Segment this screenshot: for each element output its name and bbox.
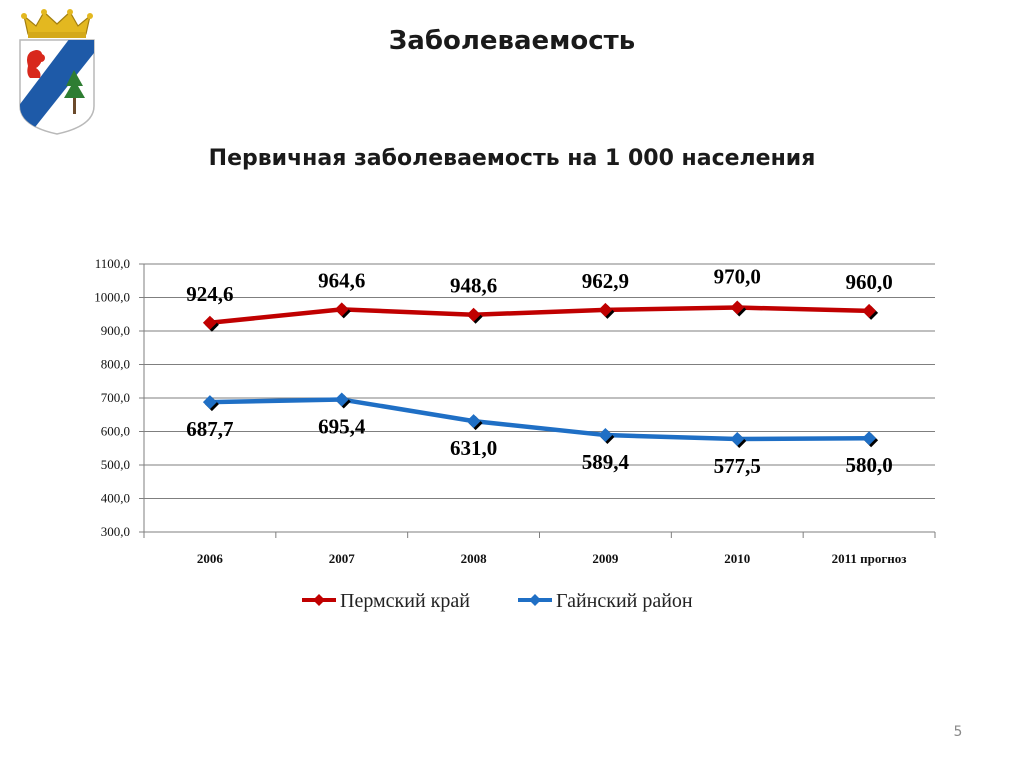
data-point <box>334 302 349 317</box>
data-point <box>202 395 217 410</box>
data-label: 577,5 <box>714 454 761 478</box>
squirrel-icon <box>27 50 45 78</box>
x-tick-label: 2009 <box>592 551 619 566</box>
y-tick-label: 1000,0 <box>94 290 130 305</box>
data-label: 924,6 <box>186 282 233 306</box>
x-axis-ticks: 2006 2007 2008 2009 2010 2011 прогноз <box>197 551 907 566</box>
y-tick-label: 1100,0 <box>95 256 130 271</box>
data-point <box>862 303 877 318</box>
data-label: 687,7 <box>186 417 233 441</box>
data-label: 970,0 <box>714 265 761 289</box>
x-tick-label: 2007 <box>329 551 356 566</box>
data-label: 960,0 <box>845 270 892 294</box>
legend: Пермский край Гайнский район <box>302 590 693 612</box>
data-point <box>466 414 481 429</box>
data-point <box>598 428 613 443</box>
coat-of-arms <box>19 9 95 135</box>
data-label: 962,9 <box>582 269 629 293</box>
legend-label: Гайнский район <box>556 590 693 612</box>
y-axis-ticks: 300,0 400,0 500,0 600,0 700,0 800,0 900,0 1000,… <box>94 256 130 539</box>
grid <box>139 263 936 538</box>
pine-tree-icon <box>64 70 85 114</box>
x-tick-label: 2011 прогноз <box>832 551 907 566</box>
legend-marker <box>313 594 325 606</box>
crown-icon <box>21 9 93 38</box>
data-point <box>202 315 217 330</box>
y-tick-label: 600,0 <box>101 424 130 439</box>
data-point <box>862 431 877 446</box>
y-tick-label: 300,0 <box>101 524 130 539</box>
page-number: 5 <box>953 724 963 740</box>
y-tick-label: 900,0 <box>101 323 130 338</box>
y-tick-label: 800,0 <box>101 357 130 372</box>
data-label: 964,6 <box>318 268 365 292</box>
series <box>202 300 879 449</box>
data-label: 695,4 <box>318 415 366 439</box>
x-tick-label: 2008 <box>461 551 488 566</box>
data-label: 631,0 <box>450 436 497 460</box>
y-tick-label: 500,0 <box>101 457 130 472</box>
x-tick-label: 2010 <box>724 551 750 566</box>
data-labels: 924,6 964,6 948,6 962,9 970,0 960,0 687,7 695,4… <box>186 265 892 478</box>
data-point <box>730 300 745 315</box>
chart-title: Первичная заболеваемость на 1 000 населе… <box>208 146 816 171</box>
data-label: 948,6 <box>450 274 497 298</box>
data-point <box>730 432 745 447</box>
data-label: 589,4 <box>582 450 630 474</box>
data-point <box>598 302 613 317</box>
data-point <box>466 307 481 322</box>
slide-title: Заболеваемость <box>388 26 636 56</box>
y-tick-label: 400,0 <box>101 491 130 506</box>
data-label: 580,0 <box>845 453 892 477</box>
y-tick-label: 700,0 <box>101 390 130 405</box>
x-tick-label: 2006 <box>197 551 224 566</box>
series-line-1 <box>209 305 870 325</box>
legend-marker <box>529 594 541 606</box>
data-point <box>334 392 349 407</box>
series-line-2 <box>209 397 870 442</box>
legend-label: Пермский край <box>340 590 470 612</box>
